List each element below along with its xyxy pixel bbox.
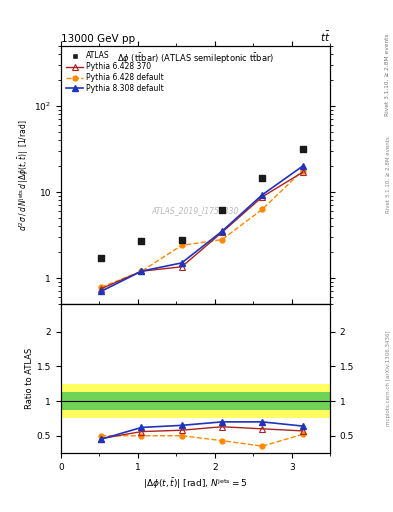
Point — [219, 206, 225, 214]
Text: $\Delta\phi$ (t$\bar{\rm t}$bar) (ATLAS semileptonic t$\bar{\rm t}$bar): $\Delta\phi$ (t$\bar{\rm t}$bar) (ATLAS … — [117, 51, 274, 66]
Text: Rivet 3.1.10, ≥ 2.8M events: Rivet 3.1.10, ≥ 2.8M events — [385, 34, 389, 116]
Text: ATLAS_2019_I1750330: ATLAS_2019_I1750330 — [152, 206, 239, 216]
Point — [299, 144, 306, 153]
Y-axis label: Ratio to ATLAS: Ratio to ATLAS — [25, 348, 34, 409]
Text: Rivet 3.1.10, ≥ 2.8M events: Rivet 3.1.10, ≥ 2.8M events — [386, 137, 391, 214]
Y-axis label: $d^2\sigma\,/\,d\,N^{\rm jets}_{\rm}\,d\,|\Delta\phi(t,\bar{t})|\;\;[1/{\rm rad}: $d^2\sigma\,/\,d\,N^{\rm jets}_{\rm}\,d\… — [17, 119, 31, 231]
Legend: ATLAS, Pythia 6.428 370, Pythia 6.428 default, Pythia 8.308 default: ATLAS, Pythia 6.428 370, Pythia 6.428 de… — [65, 50, 165, 95]
Text: 13000 GeV pp: 13000 GeV pp — [61, 33, 135, 44]
Text: mcplots.cern.ch [arXiv:1306.3436]: mcplots.cern.ch [arXiv:1306.3436] — [386, 331, 391, 426]
Point — [259, 174, 265, 182]
X-axis label: $|\Delta\phi(t,\bar{t})|$ [rad], $N^{\rm jets} = 5$: $|\Delta\phi(t,\bar{t})|$ [rad], $N^{\rm… — [143, 476, 248, 491]
Point — [178, 236, 185, 244]
Point — [98, 254, 104, 262]
Text: $t\bar{t}$: $t\bar{t}$ — [320, 29, 330, 44]
Point — [138, 237, 145, 245]
